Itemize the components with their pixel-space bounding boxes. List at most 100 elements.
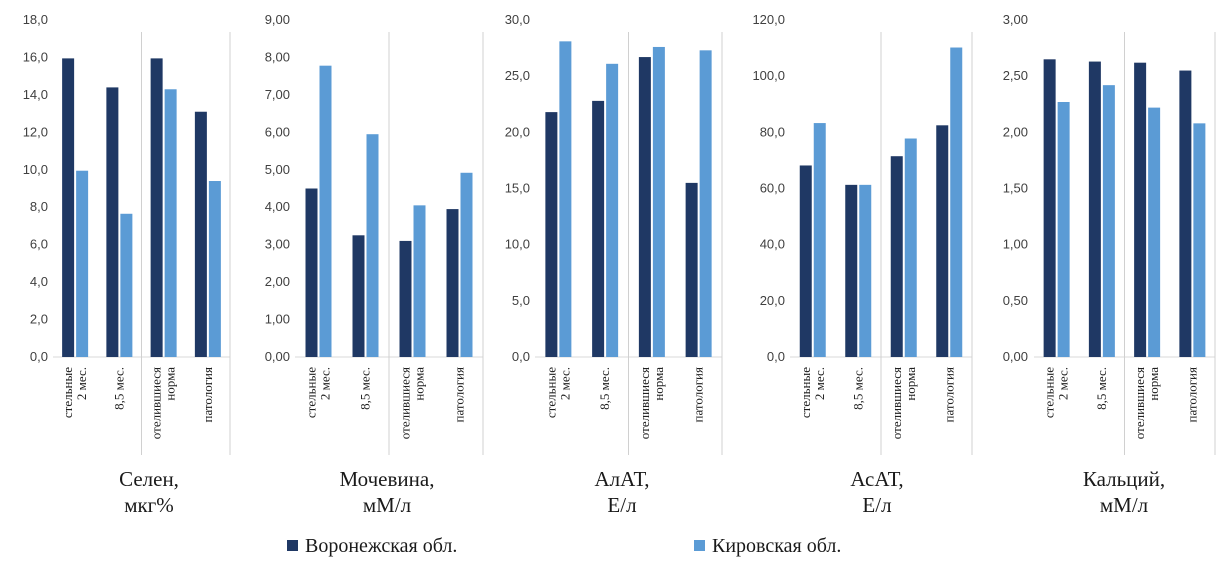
bar-kirov [413, 205, 426, 357]
y-tick-label: 0,0 [767, 349, 785, 364]
y-tick-label: 40,0 [760, 237, 785, 252]
bar-kirov [699, 50, 712, 358]
category-label: 2 мес. [812, 367, 827, 400]
bar-kirov [859, 184, 872, 357]
y-tick-label: 0,00 [1003, 349, 1028, 364]
bar-voronezh [545, 112, 558, 357]
bar-voronezh [1134, 62, 1147, 357]
category-label: патология [200, 367, 215, 423]
bar-kirov [1148, 107, 1161, 358]
category-label: 8,5 мес. [358, 367, 373, 410]
category-label: 8,5 мес. [597, 367, 612, 410]
y-tick-label: 2,0 [30, 312, 48, 327]
bar-kirov [950, 47, 963, 357]
y-tick-label: 7,00 [265, 87, 290, 102]
y-tick-label: 1,00 [1003, 237, 1028, 252]
category-label: норма [163, 367, 178, 401]
y-tick-label: 100,0 [752, 68, 785, 83]
y-tick-label: 8,0 [30, 199, 48, 214]
bar-kirov [813, 123, 826, 358]
category-label: 8,5 мес. [1094, 367, 1109, 410]
panel-title: Е/л [862, 493, 891, 517]
category-label: патология [452, 367, 467, 423]
category-label: норма [651, 367, 666, 401]
y-tick-label: 6,00 [265, 124, 290, 139]
y-tick-label: 16,0 [23, 49, 48, 64]
bar-kirov [1057, 102, 1070, 358]
panel-title: АсАТ, [850, 467, 903, 491]
category-label: отелившиеся [1132, 367, 1147, 439]
y-tick-label: 10,0 [505, 237, 530, 252]
legend-label: Кировская обл. [712, 535, 841, 557]
y-tick-label: 0,0 [30, 349, 48, 364]
y-tick-label: 2,00 [265, 274, 290, 289]
y-tick-label: 10,0 [23, 162, 48, 177]
bar-kirov [606, 63, 619, 358]
bar-voronezh [638, 57, 651, 357]
category-label: стельные [304, 367, 319, 418]
bar-kirov [652, 46, 665, 358]
panel-title: Кальций, [1083, 467, 1165, 491]
category-label: 2 мес. [74, 367, 89, 400]
y-tick-label: 2,50 [1003, 68, 1028, 83]
bar-kirov [904, 138, 917, 357]
bar-kirov [319, 65, 332, 357]
category-label: патология [1184, 367, 1199, 423]
bar-voronezh [1179, 70, 1192, 358]
bar-voronezh [399, 240, 412, 357]
panel-title: Мочевина, [340, 467, 435, 491]
category-label: отелившиеся [637, 367, 652, 439]
bar-voronezh [685, 182, 698, 357]
category-label: отелившиеся [889, 367, 904, 439]
y-tick-label: 1,50 [1003, 181, 1028, 196]
y-tick-label: 9,00 [265, 12, 290, 27]
category-label: патология [691, 367, 706, 423]
y-tick-label: 20,0 [760, 293, 785, 308]
y-tick-label: 8,00 [265, 49, 290, 64]
y-tick-label: 30,0 [505, 12, 530, 27]
category-label: стельные [60, 367, 75, 418]
category-label: норма [412, 367, 427, 401]
y-tick-label: 14,0 [23, 87, 48, 102]
category-label: патология [941, 367, 956, 423]
bar-voronezh [592, 100, 605, 357]
bar-voronezh [845, 184, 858, 357]
panel-title: мкг% [124, 493, 174, 517]
y-tick-label: 4,0 [30, 274, 48, 289]
category-label: норма [1146, 367, 1161, 401]
bar-kirov [164, 89, 177, 358]
bar-voronezh [799, 165, 812, 357]
panel-title: АлАТ, [595, 467, 650, 491]
bar-voronezh [890, 156, 903, 357]
category-label: 8,5 мес. [850, 367, 865, 410]
bar-voronezh [446, 209, 459, 357]
y-tick-label: 6,0 [30, 237, 48, 252]
category-label: 8,5 мес. [111, 367, 126, 410]
bar-voronezh [1088, 61, 1101, 358]
panel-title: мМ/л [363, 493, 411, 517]
y-tick-label: 12,0 [23, 124, 48, 139]
legend-swatch [694, 540, 705, 551]
y-tick-label: 15,0 [505, 181, 530, 196]
y-tick-label: 2,00 [1003, 124, 1028, 139]
y-tick-label: 25,0 [505, 68, 530, 83]
bar-voronezh [106, 87, 119, 358]
bar-voronezh [936, 125, 949, 357]
bar-voronezh [352, 235, 365, 357]
panel-title: Е/л [607, 493, 636, 517]
y-tick-label: 0,00 [265, 349, 290, 364]
bar-voronezh [1043, 59, 1056, 358]
bar-kirov [120, 213, 133, 357]
y-tick-label: 120,0 [752, 12, 785, 27]
category-label: стельные [1042, 367, 1057, 418]
bar-kirov [460, 172, 473, 357]
category-label: отелившиеся [398, 367, 413, 439]
category-label: стельные [543, 367, 558, 418]
y-tick-label: 5,00 [265, 162, 290, 177]
y-tick-label: 0,50 [1003, 293, 1028, 308]
y-tick-label: 20,0 [505, 124, 530, 139]
category-label: 2 мес. [557, 367, 572, 400]
y-tick-label: 5,0 [512, 293, 530, 308]
